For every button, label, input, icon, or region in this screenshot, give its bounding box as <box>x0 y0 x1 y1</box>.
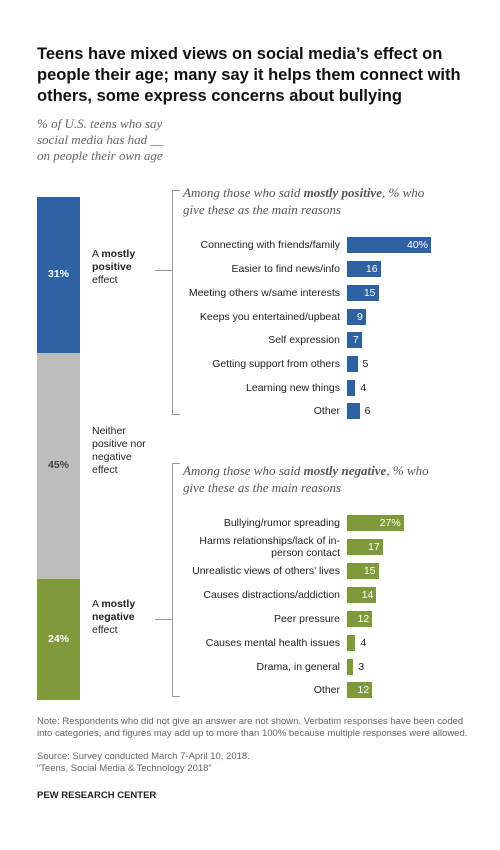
value-label: 15 <box>363 287 376 299</box>
stacked-segment <box>37 579 80 700</box>
label-part: A <box>92 248 102 260</box>
category-label: Getting support from others <box>212 358 340 370</box>
bar <box>347 563 379 579</box>
bar <box>347 380 356 396</box>
value-label: 27% <box>379 517 401 529</box>
stacked-segment <box>37 352 80 580</box>
label-part: effect <box>92 274 118 286</box>
value-label: 12 <box>357 613 370 625</box>
category-label: Self expression <box>268 334 340 346</box>
value-label: 17 <box>368 541 380 553</box>
category-label: Peer pressure <box>274 613 340 625</box>
label-part: Among those who said <box>183 185 304 200</box>
value-label: 4 <box>360 382 367 394</box>
segment-label: A mostly negative effect <box>92 598 154 637</box>
value-label: 5 <box>362 358 369 370</box>
value-label: 40% <box>406 239 428 251</box>
label-part: mostly negative <box>303 463 387 478</box>
bar <box>347 403 360 419</box>
bar <box>347 539 383 555</box>
report: “Teens, Social Media & Technology 2018” <box>37 763 212 774</box>
category-label: Drama, in general <box>256 661 340 673</box>
segment-value-label: 24% <box>47 632 69 645</box>
segment-label: Neither positive nor negative effect <box>92 425 154 477</box>
category-label: Learning new things <box>246 382 340 394</box>
label-part: , % who give these as the main reasons <box>183 463 429 495</box>
bar <box>347 635 356 651</box>
bar <box>347 309 366 325</box>
bar <box>347 515 404 531</box>
label-part: Neither positive nor negative effect <box>92 425 146 476</box>
category-label: Other <box>313 405 340 417</box>
chart-title: Teens have mixed views on social media’s… <box>37 45 461 105</box>
bracket <box>155 270 172 271</box>
bracket <box>172 190 173 415</box>
value-label: 3 <box>358 661 365 673</box>
value-label: 6 <box>364 405 371 417</box>
value-label: 15 <box>363 565 376 577</box>
category-label: Connecting with friends/family <box>200 239 340 251</box>
category-label: Bullying/rumor spreading <box>223 517 340 529</box>
bar <box>347 285 379 301</box>
category-label: Unrealistic views of others' lives <box>192 565 340 577</box>
bracket <box>155 619 172 620</box>
label-part: effect <box>92 624 118 636</box>
bracket <box>172 414 180 415</box>
bar <box>347 587 377 603</box>
chart-subtitle: % of U.S. teens who say social media has… <box>37 116 164 163</box>
value-label: 12 <box>357 684 370 696</box>
label-part: Among those who said <box>183 463 304 478</box>
label-part: A <box>92 598 102 610</box>
category-label: Other <box>313 684 340 696</box>
segment-value-label: 45% <box>47 459 69 472</box>
value-label: 16 <box>365 263 378 275</box>
bar <box>347 237 431 253</box>
bracket <box>172 463 173 697</box>
value-label: 14 <box>361 589 374 601</box>
value-label: 7 <box>352 334 359 346</box>
bar <box>347 332 362 348</box>
value-label: 4 <box>360 637 367 649</box>
label-part: , % who give these as the main reasons <box>183 185 425 217</box>
category-label: Causes mental health issues <box>205 637 340 649</box>
credit: PEW RESEARCH CENTER <box>37 790 157 801</box>
category-label: Easier to find news/info <box>231 263 340 275</box>
panel-heading: Among those who said mostly positive, % … <box>183 184 438 218</box>
label-part: mostly positive <box>92 248 136 273</box>
segment-label: A mostly positive effect <box>92 248 154 287</box>
bracket <box>172 463 180 464</box>
category-label: Harms relationships/lack of in-person co… <box>199 535 340 559</box>
category-label: Keeps you entertained/upbeat <box>199 311 340 323</box>
bracket <box>172 190 180 191</box>
stacked-segment <box>37 197 80 353</box>
panel-heading: Among those who said mostly negative, % … <box>183 462 438 496</box>
category-label: Meeting others w/same interests <box>188 287 340 299</box>
bar <box>347 659 354 675</box>
bar <box>347 261 381 277</box>
label-part: mostly positive <box>303 185 382 200</box>
bracket <box>172 696 180 697</box>
label-part: mostly negative <box>92 598 136 623</box>
value-label: 9 <box>357 311 363 323</box>
bar <box>347 356 358 372</box>
source: Source: Survey conducted March 7-April 1… <box>37 751 250 762</box>
bar <box>347 682 373 698</box>
segment-value-label: 31% <box>47 267 69 280</box>
note: Note: Respondents who did not give an an… <box>37 716 468 739</box>
category-label: Causes distractions/addiction <box>203 589 340 601</box>
bar <box>347 611 373 627</box>
